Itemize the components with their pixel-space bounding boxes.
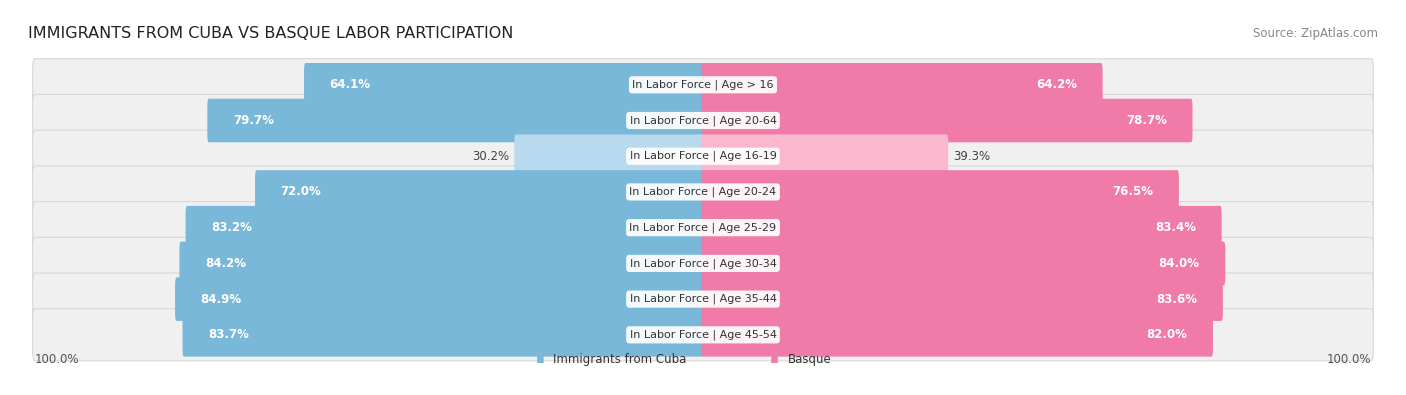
- Text: 84.9%: 84.9%: [201, 293, 242, 306]
- FancyBboxPatch shape: [702, 170, 1178, 214]
- FancyBboxPatch shape: [176, 277, 704, 321]
- Text: In Labor Force | Age 16-19: In Labor Force | Age 16-19: [630, 151, 776, 162]
- Text: 83.7%: 83.7%: [208, 328, 249, 341]
- FancyBboxPatch shape: [32, 237, 1374, 290]
- Text: Source: ZipAtlas.com: Source: ZipAtlas.com: [1253, 26, 1378, 40]
- Text: 100.0%: 100.0%: [35, 353, 79, 366]
- Text: In Labor Force | Age 20-64: In Labor Force | Age 20-64: [630, 115, 776, 126]
- FancyBboxPatch shape: [702, 99, 1192, 142]
- Text: Basque: Basque: [787, 353, 831, 366]
- FancyBboxPatch shape: [702, 134, 948, 178]
- FancyBboxPatch shape: [180, 242, 704, 285]
- FancyBboxPatch shape: [702, 206, 1222, 250]
- Text: 83.6%: 83.6%: [1156, 293, 1198, 306]
- FancyBboxPatch shape: [702, 63, 1102, 107]
- Text: Immigrants from Cuba: Immigrants from Cuba: [554, 353, 686, 366]
- FancyBboxPatch shape: [32, 130, 1374, 182]
- Text: In Labor Force | Age > 16: In Labor Force | Age > 16: [633, 79, 773, 90]
- Text: 64.1%: 64.1%: [329, 78, 371, 91]
- FancyBboxPatch shape: [702, 242, 1226, 285]
- Text: 83.2%: 83.2%: [211, 221, 252, 234]
- Text: 78.7%: 78.7%: [1126, 114, 1167, 127]
- Text: 72.0%: 72.0%: [281, 186, 322, 198]
- FancyBboxPatch shape: [304, 63, 704, 107]
- FancyBboxPatch shape: [515, 134, 704, 178]
- FancyBboxPatch shape: [537, 354, 543, 365]
- FancyBboxPatch shape: [32, 94, 1374, 147]
- FancyBboxPatch shape: [254, 170, 704, 214]
- Text: In Labor Force | Age 45-54: In Labor Force | Age 45-54: [630, 329, 776, 340]
- FancyBboxPatch shape: [183, 313, 704, 357]
- Text: 76.5%: 76.5%: [1112, 186, 1153, 198]
- Text: IMMIGRANTS FROM CUBA VS BASQUE LABOR PARTICIPATION: IMMIGRANTS FROM CUBA VS BASQUE LABOR PAR…: [28, 26, 513, 41]
- FancyBboxPatch shape: [32, 59, 1374, 111]
- Text: 39.3%: 39.3%: [953, 150, 991, 163]
- FancyBboxPatch shape: [32, 166, 1374, 218]
- Text: 100.0%: 100.0%: [1327, 353, 1371, 366]
- FancyBboxPatch shape: [702, 277, 1223, 321]
- Text: 82.0%: 82.0%: [1146, 328, 1187, 341]
- FancyBboxPatch shape: [32, 201, 1374, 254]
- Text: In Labor Force | Age 20-24: In Labor Force | Age 20-24: [630, 187, 776, 197]
- FancyBboxPatch shape: [32, 273, 1374, 325]
- Text: In Labor Force | Age 35-44: In Labor Force | Age 35-44: [630, 294, 776, 305]
- Text: 84.0%: 84.0%: [1159, 257, 1199, 270]
- FancyBboxPatch shape: [186, 206, 704, 250]
- Text: In Labor Force | Age 30-34: In Labor Force | Age 30-34: [630, 258, 776, 269]
- Text: In Labor Force | Age 25-29: In Labor Force | Age 25-29: [630, 222, 776, 233]
- Text: 83.4%: 83.4%: [1154, 221, 1197, 234]
- Text: 64.2%: 64.2%: [1036, 78, 1077, 91]
- Text: 84.2%: 84.2%: [205, 257, 246, 270]
- FancyBboxPatch shape: [702, 313, 1213, 357]
- FancyBboxPatch shape: [207, 99, 704, 142]
- FancyBboxPatch shape: [772, 354, 778, 365]
- Text: 30.2%: 30.2%: [472, 150, 509, 163]
- Text: 79.7%: 79.7%: [233, 114, 274, 127]
- FancyBboxPatch shape: [32, 309, 1374, 361]
